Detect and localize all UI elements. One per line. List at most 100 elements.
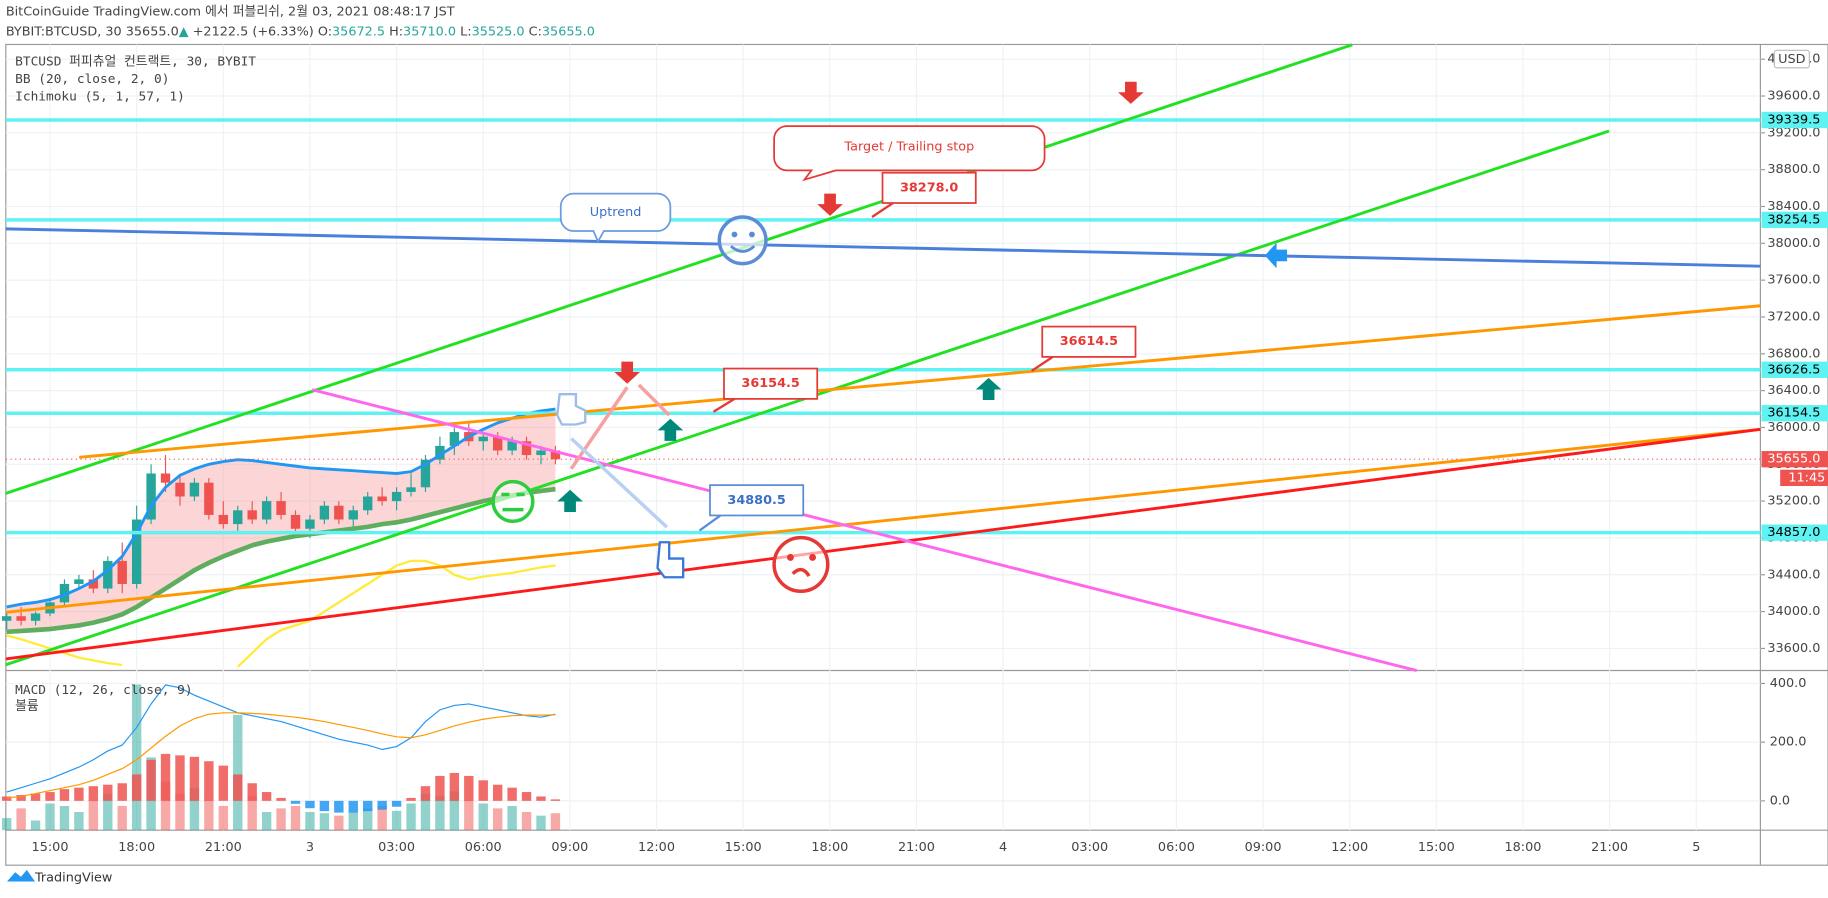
up-arrow [657,418,684,441]
level-tag [1761,405,1828,422]
volume-bar [189,787,200,831]
macd-histogram [189,756,200,801]
label-tail [871,202,894,218]
candle-body [30,613,41,621]
x-tick-label: 21:00 [205,840,242,855]
volume-bar [247,796,257,831]
volume-bar [16,808,26,831]
candle-body [59,583,70,603]
quote: BYBIT:BTCUSD, 30 35655.0▲ +2122.5 (+6.33… [6,24,595,39]
candle-body [233,510,243,525]
overlay-line [6,486,556,635]
candle-body [391,491,402,502]
candle-body [276,501,286,515]
trendline [5,227,1761,268]
face-mouth [791,567,811,578]
x-tick-label: 06:00 [1158,840,1195,855]
candle-body [204,482,214,515]
countdown: 11:45 [1788,470,1825,485]
macd-histogram [117,783,127,801]
brand-logo [6,869,35,882]
macd-histogram [348,800,358,813]
volume-bar [521,812,532,831]
x-tick-label: 18:00 [811,840,848,855]
candle-body [492,436,503,451]
up-arrow [975,377,1002,401]
last-price-tag [1761,451,1828,468]
volume-bar [30,820,41,831]
macd-histogram [391,800,402,807]
macd-histogram [247,783,257,801]
unit-box [1773,49,1810,69]
quote-change: +2122.5 (+6.33%) [193,24,314,39]
x-tick-label: 15:00 [32,840,69,855]
macd-histogram [30,793,41,801]
legend-ichimoku: Ichimoku (5, 1, 57, 1) [15,89,185,104]
x-tick-label: 09:00 [1245,840,1282,855]
x-tick-label: 15:00 [1418,840,1455,855]
candle-body [363,496,373,511]
callout-box [773,125,1046,182]
price-label: 36614.5 [1060,334,1118,349]
candle-body [175,482,185,497]
volume-bar [74,812,84,831]
y-tick-label: 0.0 [1770,793,1790,808]
level-label: 36154.5 [1767,406,1820,421]
volume-bar [507,805,517,831]
quote-c: C: [529,24,542,39]
macd-histogram [305,800,315,809]
trendline [5,43,1353,495]
candle-body [521,441,532,456]
smiley-eye [731,231,738,238]
volume-bar [449,791,460,831]
x-tick-label: 21:00 [898,840,935,855]
candle-body [189,482,200,497]
candle-body [2,616,12,621]
x-tick-label: 06:00 [465,840,502,855]
volume-bar [160,781,171,831]
quote-o-val: 35672.5 [332,24,385,39]
macd-histogram [435,775,445,801]
path-arrow [569,386,629,470]
macd-histogram [406,797,416,801]
legend-macd: MACD (12, 26, close, 9) [15,683,192,698]
macd-histogram [131,774,142,801]
header-title: BitCoinGuide TradingView.com 에서 퍼블리쉬, 2월… [6,4,455,19]
macd-histogram [204,761,214,801]
volume-bar [377,805,387,831]
volume-bar [45,803,55,831]
macd-histogram [377,800,387,810]
macd-histogram [536,796,546,801]
candle-body [218,514,229,525]
label-tail [712,397,736,413]
candle-body [536,450,546,456]
candle-body [406,487,416,492]
price-label: 34880.5 [727,493,785,508]
macd-histogram [16,794,26,801]
level-label: 34857.0 [1767,525,1820,540]
volume-bar [319,813,330,831]
macd-histogram [74,787,84,801]
volume-bar [261,812,272,831]
price-label-box [1041,325,1137,358]
dizzy-face [772,535,830,593]
path-arrow [637,383,671,417]
macd-histogram [146,759,156,801]
macd-line [6,684,556,793]
y-tick-label: 34400.0 [1767,567,1820,582]
candle-body [88,579,99,589]
price-label-box [709,484,805,517]
macd-histogram [59,789,70,801]
macd-histogram [478,780,488,801]
quote-h-val: 35710.0 [403,24,456,39]
candle-body [348,510,358,520]
brand: TradingView [34,871,112,886]
volume-bar [88,799,99,831]
volume-bar [103,793,113,831]
macd-histogram [290,800,301,804]
volume-bar [233,714,243,831]
x-tick-label: 5 [1692,840,1700,855]
y-tick-label: 35200.0 [1767,494,1820,509]
down-arrow [817,193,843,216]
candle-body [290,514,301,529]
